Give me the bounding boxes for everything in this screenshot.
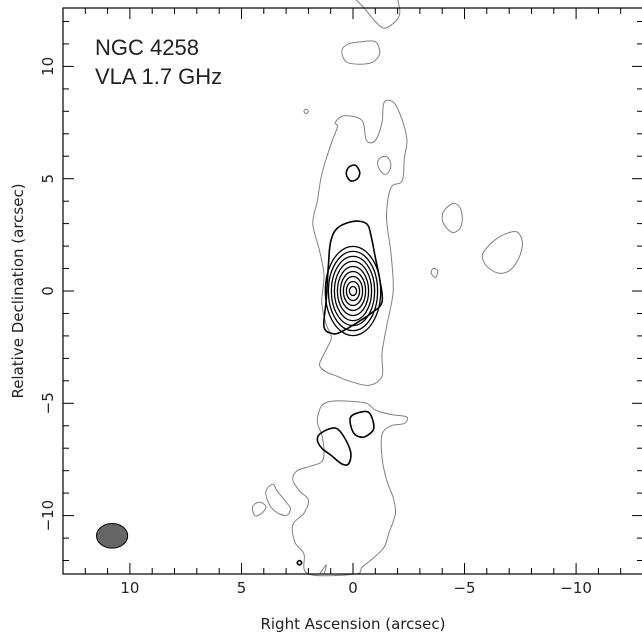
contour-low-2 <box>355 0 401 29</box>
y-tick-label: 0 <box>39 286 57 296</box>
core-ring-2 <box>342 275 364 307</box>
contour-low-0 <box>312 99 408 386</box>
core-contour-rings <box>324 245 382 337</box>
contour-low-9 <box>319 564 327 575</box>
core-ring-5 <box>333 260 373 322</box>
contour-high-13 <box>345 164 361 182</box>
contour-low-8 <box>251 501 267 517</box>
plot-frame <box>62 7 642 575</box>
contour-low-7 <box>265 483 292 517</box>
core-ring-0 <box>348 285 358 297</box>
core-ring-7 <box>327 250 379 332</box>
y-tick-label: 5 <box>39 174 57 184</box>
beam-ellipse <box>96 523 129 549</box>
core-ring-6 <box>330 255 376 327</box>
core-ring-8 <box>324 245 382 337</box>
contour-high-15 <box>316 427 352 466</box>
contour-low-10 <box>303 108 309 115</box>
x-tick-label: 5 <box>237 579 247 597</box>
chart-title-instrument: VLA 1.7 GHz <box>95 64 222 89</box>
contour-low-3 <box>341 40 381 65</box>
contour-high-12 <box>322 220 384 335</box>
contour-layer <box>251 0 524 577</box>
y-tick-label: 10 <box>39 57 57 76</box>
contour-high-14 <box>349 410 375 439</box>
contour-low-11 <box>430 267 439 279</box>
contour-low-5 <box>481 230 524 274</box>
y-axis-label: Relative Declination (arcsec) <box>9 183 27 398</box>
contour-low-1 <box>376 155 392 175</box>
x-tick-label: 0 <box>348 579 358 597</box>
y-tick-label: −10 <box>39 500 57 532</box>
contour-low-6 <box>291 400 409 577</box>
x-tick-label: 10 <box>120 579 139 597</box>
axis-ticks <box>63 8 642 574</box>
core-ring-1 <box>345 280 361 302</box>
x-tick-label: −10 <box>560 579 592 597</box>
core-ring-4 <box>336 265 370 317</box>
x-tick-label: −5 <box>453 579 475 597</box>
contour-low-4 <box>441 202 463 234</box>
chart-title-source: NGC 4258 <box>95 35 199 60</box>
x-axis-label: Right Ascension (arcsec) <box>260 615 445 633</box>
y-tick-label: −5 <box>39 392 57 414</box>
contour-high-16 <box>296 559 303 566</box>
core-ring-3 <box>339 270 367 312</box>
